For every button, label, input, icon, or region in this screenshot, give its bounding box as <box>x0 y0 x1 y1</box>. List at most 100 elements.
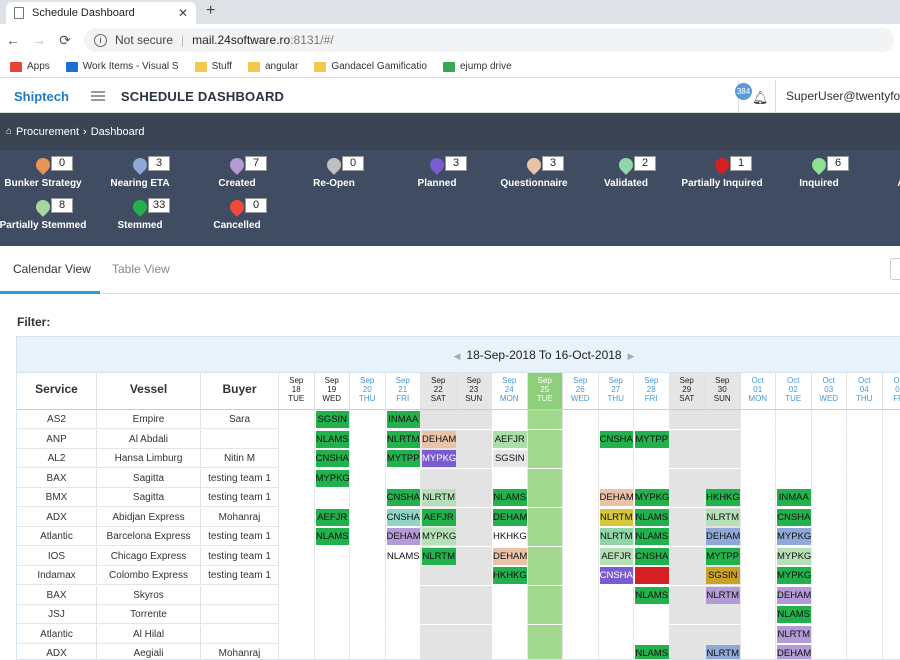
port-call-chip[interactable]: NLAMS <box>777 606 811 623</box>
day-cell[interactable] <box>669 624 705 644</box>
day-cell[interactable] <box>669 449 705 468</box>
day-cell[interactable] <box>882 410 900 429</box>
port-call-chip[interactable]: CNSHA <box>315 450 349 467</box>
day-cell[interactable] <box>350 566 386 585</box>
status-nearing-eta[interactable]: 3 Nearing ETA <box>85 152 195 192</box>
day-cell[interactable] <box>598 644 634 659</box>
day-cell[interactable] <box>847 546 883 566</box>
day-cell[interactable] <box>776 429 812 449</box>
day-cell[interactable] <box>456 585 492 605</box>
day-cell[interactable] <box>598 605 634 624</box>
day-cell[interactable] <box>279 488 315 507</box>
port-call-chip[interactable]: HKHKG <box>493 528 527 545</box>
port-call-chip[interactable]: NLAMS <box>635 528 669 545</box>
day-cell[interactable] <box>314 546 350 566</box>
day-cell[interactable] <box>456 507 492 527</box>
day-cell[interactable] <box>705 468 741 488</box>
day-cell[interactable] <box>740 566 776 585</box>
day-cell[interactable] <box>811 488 847 507</box>
day-cell[interactable] <box>527 644 563 659</box>
day-cell[interactable] <box>882 488 900 507</box>
port-call-chip[interactable]: NLRTM <box>706 645 740 659</box>
port-call-chip[interactable]: DEHAM <box>386 528 420 545</box>
day-cell[interactable] <box>811 585 847 605</box>
port-call-chip[interactable]: MYPKG <box>422 528 456 545</box>
port-call-chip[interactable]: MYTPP <box>635 430 669 448</box>
port-call-chip[interactable]: NLAMS <box>493 489 527 506</box>
day-cell[interactable] <box>385 624 421 644</box>
port-call-chip[interactable]: CNSHA <box>599 567 633 584</box>
day-cell[interactable] <box>847 605 883 624</box>
day-cell[interactable] <box>811 624 847 644</box>
day-cell[interactable] <box>421 624 457 644</box>
breadcrumb-procurement[interactable]: Procurement <box>16 125 80 138</box>
day-cell[interactable] <box>421 605 457 624</box>
day-cell[interactable] <box>740 468 776 488</box>
day-cell[interactable] <box>740 429 776 449</box>
day-cell[interactable] <box>563 585 599 605</box>
day-cell[interactable] <box>279 468 315 488</box>
day-cell[interactable] <box>669 468 705 488</box>
port-call-chip[interactable]: CNSHA <box>635 547 669 565</box>
day-cell[interactable] <box>740 585 776 605</box>
port-call-chip[interactable]: NLAMS <box>635 508 669 526</box>
port-call-chip[interactable]: MYPKG <box>777 547 811 565</box>
day-cell[interactable] <box>492 468 528 488</box>
status-created[interactable]: 7 Created <box>182 152 292 192</box>
day-cell[interactable] <box>456 468 492 488</box>
browser-tab[interactable]: Schedule Dashboard ✕ <box>6 2 196 24</box>
day-cell[interactable] <box>456 449 492 468</box>
day-cell[interactable] <box>563 507 599 527</box>
day-cell[interactable] <box>811 546 847 566</box>
day-cell[interactable] <box>350 624 386 644</box>
day-cell[interactable] <box>492 585 528 605</box>
day-cell[interactable] <box>527 605 563 624</box>
day-cell[interactable] <box>740 410 776 429</box>
day-cell[interactable] <box>776 449 812 468</box>
port-call-chip[interactable]: CNSHA <box>386 508 420 526</box>
day-cell[interactable] <box>563 527 599 546</box>
day-cell[interactable] <box>669 527 705 546</box>
close-tab-icon[interactable]: ✕ <box>177 6 188 20</box>
status-partially-inquired[interactable]: 1 Partially Inquired <box>667 152 777 192</box>
day-cell[interactable] <box>492 410 528 429</box>
day-cell[interactable] <box>563 449 599 468</box>
day-cell[interactable] <box>350 410 386 429</box>
day-cell[interactable] <box>492 605 528 624</box>
port-call-chip[interactable]: AEFJR <box>422 508 456 526</box>
day-cell[interactable] <box>563 566 599 585</box>
reload-icon[interactable]: ⟳ <box>59 31 71 48</box>
user-menu[interactable]: SuperUser@twentyfo <box>786 89 900 103</box>
day-cell[interactable] <box>811 410 847 429</box>
port-call-chip[interactable]: CNSHA <box>777 508 811 526</box>
day-cell[interactable] <box>634 410 670 429</box>
day-cell[interactable] <box>385 644 421 659</box>
day-cell[interactable] <box>882 585 900 605</box>
day-cell[interactable] <box>563 605 599 624</box>
bookmark-item[interactable]: Work Items - Visual S <box>65 61 179 72</box>
port-call-chip[interactable]: DEHAM <box>706 528 740 545</box>
day-cell[interactable] <box>669 605 705 624</box>
new-tab-icon[interactable]: + <box>206 2 216 19</box>
day-cell[interactable] <box>527 566 563 585</box>
day-cell[interactable] <box>350 488 386 507</box>
day-cell[interactable] <box>421 585 457 605</box>
day-cell[interactable] <box>279 585 315 605</box>
status-validated[interactable]: 2 Validated <box>571 152 681 192</box>
day-cell[interactable] <box>527 488 563 507</box>
day-cell[interactable] <box>634 468 670 488</box>
day-cell[interactable] <box>279 566 315 585</box>
port-call-chip[interactable]: NLRTM <box>599 528 633 545</box>
port-call-chip[interactable]: NLAMS <box>315 528 349 545</box>
day-cell[interactable] <box>350 585 386 605</box>
day-cell[interactable] <box>385 585 421 605</box>
day-cell[interactable] <box>563 410 599 429</box>
day-cell[interactable] <box>314 585 350 605</box>
day-cell[interactable] <box>634 605 670 624</box>
info-icon[interactable]: i <box>94 33 107 47</box>
day-cell[interactable] <box>811 605 847 624</box>
day-cell[interactable] <box>563 429 599 449</box>
day-cell[interactable] <box>279 605 315 624</box>
day-cell[interactable] <box>669 566 705 585</box>
menu-icon[interactable] <box>90 89 105 103</box>
